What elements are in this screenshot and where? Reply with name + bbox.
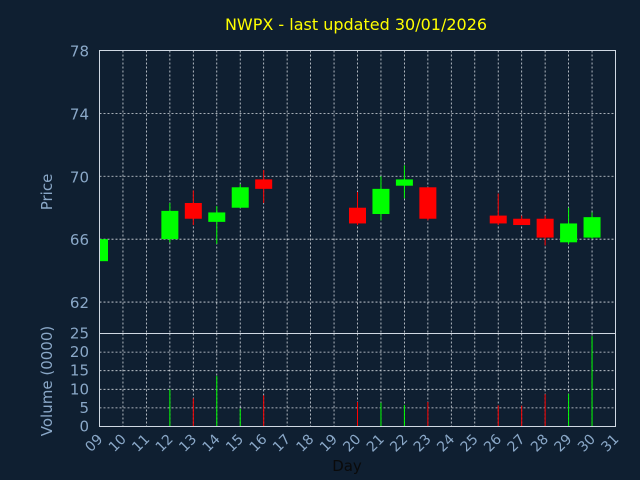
price-tick-label: 66	[70, 231, 89, 249]
volume-axis-label: Volume (0000)	[38, 326, 56, 436]
day-tick-label: 16	[247, 431, 271, 455]
price-candles	[99, 165, 601, 262]
price-tick-label: 78	[70, 43, 89, 61]
day-axis-label: Day	[332, 457, 362, 475]
candle-down	[513, 218, 531, 226]
candle-down	[184, 203, 202, 219]
candle-down	[419, 187, 437, 219]
day-tick-label: 26	[481, 431, 505, 455]
volume-tick-label: 20	[70, 343, 89, 361]
day-tick-label: 24	[434, 431, 458, 455]
day-tick-label: 19	[317, 432, 341, 456]
price-tick-label: 70	[70, 168, 89, 186]
candle-down	[536, 218, 554, 238]
volume-tick-label: 25	[70, 325, 89, 343]
day-tick-label: 11	[129, 432, 153, 456]
candle-up	[395, 179, 413, 186]
day-tick-label: 18	[293, 432, 317, 456]
day-tick-label: 10	[106, 432, 130, 456]
chart-title: NWPX - last updated 30/01/2026	[225, 15, 487, 34]
day-tick-label: 22	[387, 432, 411, 456]
day-tick-label: 30	[575, 432, 599, 456]
day-tick-label: 29	[551, 432, 575, 456]
day-tick-label: 21	[364, 432, 388, 456]
candle-up	[161, 210, 179, 240]
candle-up	[372, 188, 390, 215]
price-tick-label: 62	[70, 294, 89, 312]
candle-up	[560, 223, 578, 243]
candle-up	[99, 239, 108, 262]
price-axis-label: Price	[38, 174, 56, 211]
candle-up	[208, 212, 226, 222]
day-tick-label: 28	[528, 432, 552, 456]
day-tick-label: 20	[340, 432, 364, 456]
volume-bars	[169, 336, 593, 427]
volume-tick-label: 5	[79, 399, 89, 417]
volume-panel-frame	[99, 333, 616, 427]
day-tick-label: 17	[270, 432, 294, 456]
day-tick-label: 23	[411, 432, 435, 456]
candle-down	[255, 179, 273, 189]
price-tick-label: 74	[70, 105, 89, 123]
day-tick-labels: 09 10 11 12 13 14 15 16 17 18 19 20 21 22 23 24 25 26 27 28…	[82, 431, 622, 455]
day-tick-label: 31	[598, 432, 622, 456]
day-tick-label: 14	[200, 431, 224, 455]
candle-down	[489, 215, 507, 224]
volume-tick-label: 10	[70, 380, 89, 398]
day-tick-label: 25	[458, 432, 482, 456]
candle-up	[231, 187, 249, 208]
day-tick-label: 15	[223, 432, 247, 456]
day-tick-label: 12	[153, 432, 177, 456]
candle-up	[583, 217, 601, 238]
day-tick-label: 27	[505, 432, 529, 456]
day-tick-label: 13	[176, 432, 200, 456]
price-tick-labels: 62 66 70 74 78	[70, 43, 89, 313]
candle-down	[349, 207, 366, 224]
volume-tick-label: 15	[70, 362, 89, 380]
volume-tick-label: 0	[79, 418, 89, 436]
